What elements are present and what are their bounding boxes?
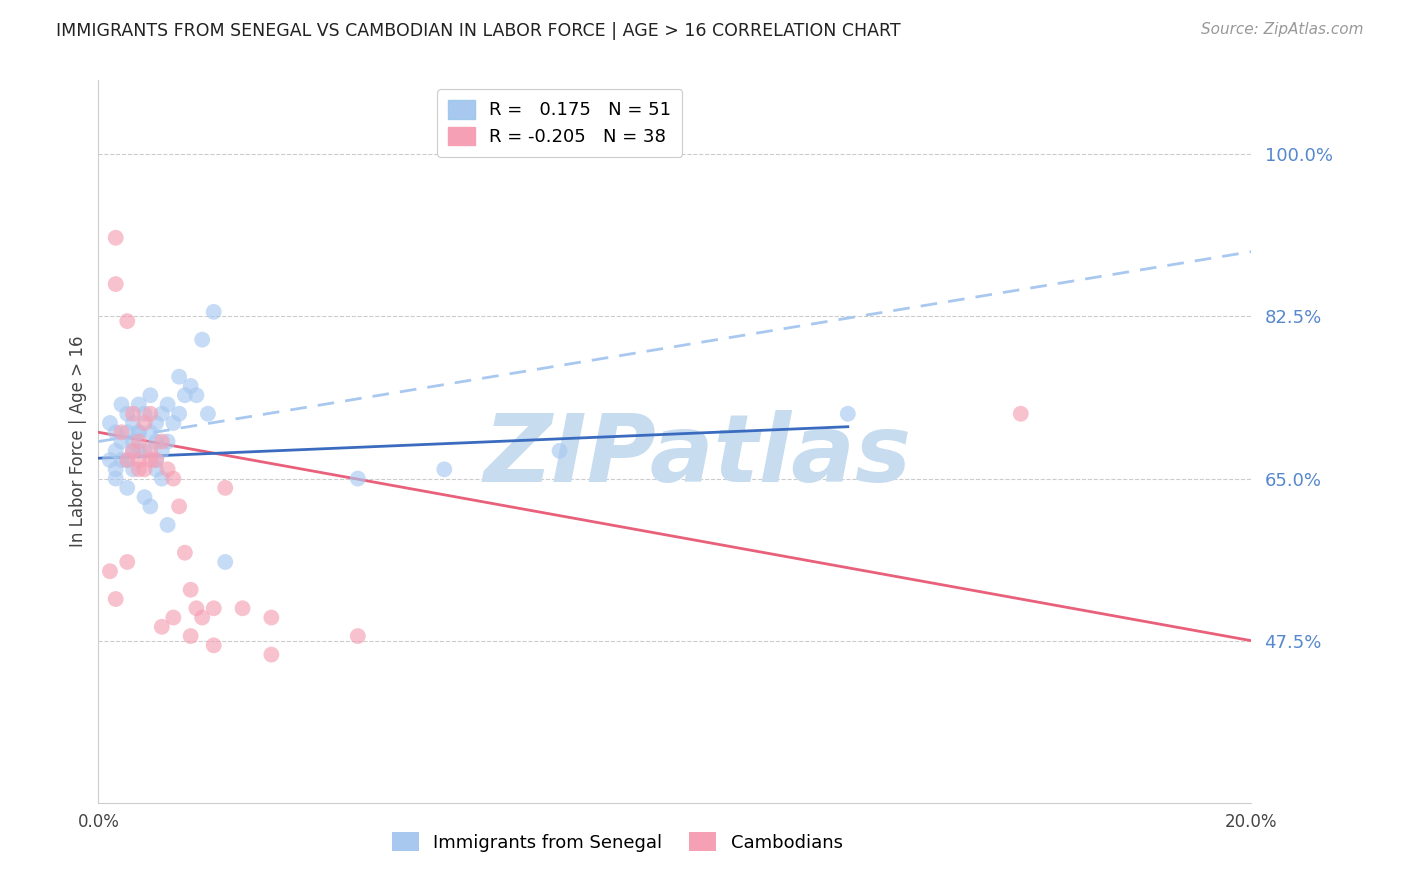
Point: [191, 610, 214, 624]
Point: [128, 443, 150, 458]
Point: [122, 407, 145, 421]
Point: [197, 407, 219, 421]
Point: [191, 333, 214, 347]
Point: [128, 462, 150, 476]
Point: [110, 397, 132, 411]
Point: [117, 407, 139, 421]
Point: [180, 629, 202, 643]
Point: [104, 425, 127, 440]
Point: [180, 582, 202, 597]
Point: [110, 434, 132, 449]
Point: [134, 443, 156, 458]
Point: [122, 434, 145, 449]
Point: [128, 453, 150, 467]
Point: [162, 610, 184, 624]
Point: [139, 407, 162, 421]
Point: [162, 472, 184, 486]
Point: [174, 388, 197, 402]
Text: IMMIGRANTS FROM SENEGAL VS CAMBODIAN IN LABOR FORCE | AGE > 16 CORRELATION CHART: IMMIGRANTS FROM SENEGAL VS CAMBODIAN IN …: [56, 22, 901, 40]
Point: [433, 462, 456, 476]
Point: [156, 434, 179, 449]
Point: [139, 425, 162, 440]
Point: [128, 425, 150, 440]
Point: [98, 564, 121, 578]
Point: [167, 407, 190, 421]
Point: [837, 407, 859, 421]
Point: [231, 601, 254, 615]
Point: [180, 379, 202, 393]
Point: [122, 443, 145, 458]
Point: [150, 434, 173, 449]
Point: [128, 397, 150, 411]
Point: [202, 601, 225, 615]
Point: [134, 407, 156, 421]
Point: [150, 407, 173, 421]
Point: [117, 453, 139, 467]
Point: [186, 601, 208, 615]
Point: [145, 453, 167, 467]
Point: [128, 425, 150, 440]
Point: [1010, 407, 1032, 421]
Point: [110, 453, 132, 467]
Point: [104, 462, 127, 476]
Point: [117, 453, 139, 467]
Point: [134, 462, 156, 476]
Point: [122, 462, 145, 476]
Point: [145, 434, 167, 449]
Point: [156, 397, 179, 411]
Point: [346, 472, 368, 486]
Point: [117, 555, 139, 569]
Point: [104, 443, 127, 458]
Text: ZIPatlas: ZIPatlas: [484, 410, 912, 502]
Point: [150, 472, 173, 486]
Point: [156, 462, 179, 476]
Point: [98, 416, 121, 430]
Point: [117, 481, 139, 495]
Point: [167, 500, 190, 514]
Point: [145, 416, 167, 430]
Y-axis label: In Labor Force | Age > 16: In Labor Force | Age > 16: [69, 335, 87, 548]
Point: [134, 416, 156, 430]
Point: [139, 500, 162, 514]
Point: [104, 472, 127, 486]
Point: [117, 425, 139, 440]
Point: [150, 443, 173, 458]
Point: [150, 620, 173, 634]
Point: [260, 648, 283, 662]
Point: [128, 434, 150, 449]
Point: [104, 231, 127, 245]
Point: [214, 555, 236, 569]
Point: [145, 453, 167, 467]
Point: [104, 277, 127, 291]
Legend: Immigrants from Senegal, Cambodians: Immigrants from Senegal, Cambodians: [384, 825, 851, 859]
Point: [139, 453, 162, 467]
Point: [145, 462, 167, 476]
Point: [548, 443, 571, 458]
Point: [260, 610, 283, 624]
Point: [162, 416, 184, 430]
Point: [110, 425, 132, 440]
Point: [122, 416, 145, 430]
Point: [134, 490, 156, 504]
Point: [139, 388, 162, 402]
Point: [174, 546, 197, 560]
Point: [122, 443, 145, 458]
Point: [214, 481, 236, 495]
Point: [186, 388, 208, 402]
Point: [346, 629, 368, 643]
Point: [104, 592, 127, 607]
Point: [202, 638, 225, 652]
Point: [98, 453, 121, 467]
Point: [156, 517, 179, 532]
Point: [117, 314, 139, 328]
Point: [139, 443, 162, 458]
Point: [167, 369, 190, 384]
Text: Source: ZipAtlas.com: Source: ZipAtlas.com: [1201, 22, 1364, 37]
Point: [202, 305, 225, 319]
